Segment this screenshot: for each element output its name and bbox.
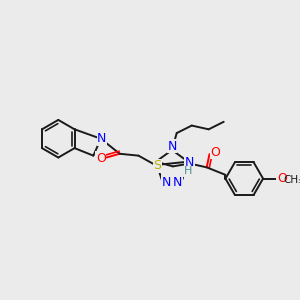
Text: N: N xyxy=(185,156,194,169)
Text: S: S xyxy=(153,160,161,172)
Text: N: N xyxy=(97,132,106,145)
Text: O: O xyxy=(277,172,287,185)
Text: O: O xyxy=(210,146,220,159)
Text: O: O xyxy=(96,152,106,165)
Text: CH₃: CH₃ xyxy=(284,175,300,184)
Text: H: H xyxy=(184,166,192,176)
Text: N: N xyxy=(172,176,182,189)
Text: N: N xyxy=(162,176,171,189)
Text: N: N xyxy=(167,140,177,153)
